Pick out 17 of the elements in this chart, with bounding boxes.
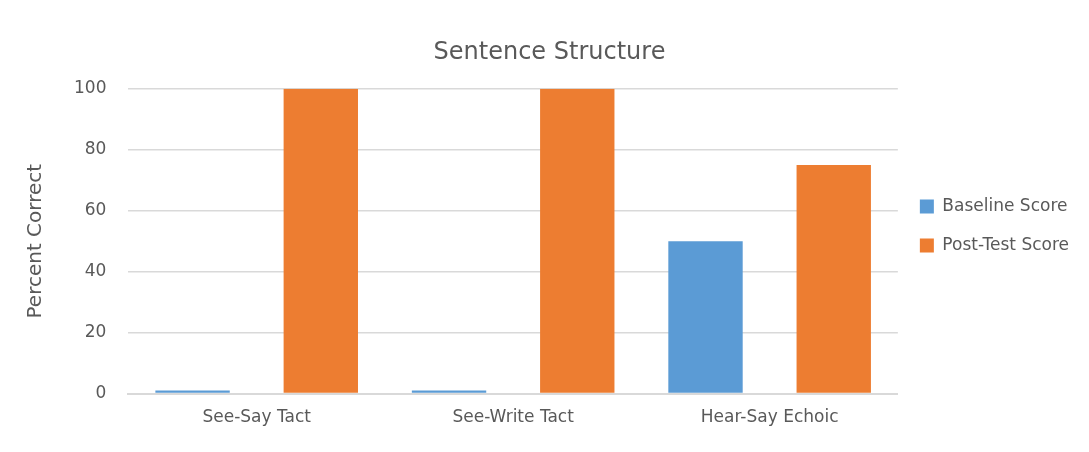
y-axis-title: Percent Correct: [22, 163, 47, 319]
bar: [796, 165, 871, 393]
bar: [540, 88, 615, 393]
x-tick-label: See-Say Tact: [202, 406, 312, 427]
x-tick-label: Hear-Say Echoic: [700, 406, 839, 427]
x-tick-label: See-Write Tact: [452, 406, 575, 427]
y-tick-label: 0: [95, 382, 107, 403]
y-tick-label: 80: [84, 138, 107, 159]
chart-title: Sentence Structure: [433, 36, 666, 65]
legend-label: Post-Test Score: [942, 233, 1069, 254]
y-tick-label: 100: [73, 77, 107, 98]
y-tick-label: 20: [84, 321, 107, 342]
bar: [283, 88, 358, 393]
y-tick-label: 60: [84, 199, 107, 220]
y-tick-label: 40: [84, 260, 107, 281]
bar: [668, 241, 743, 393]
legend-label: Baseline Score: [942, 194, 1068, 215]
